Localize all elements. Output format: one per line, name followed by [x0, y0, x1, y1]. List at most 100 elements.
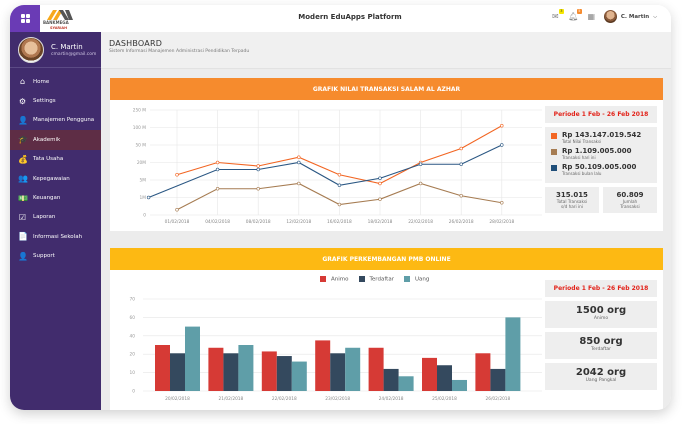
checklist-icon: ☑: [18, 212, 27, 222]
legend-item: Rp 50.109.005.000 Transaksi bulan lalu: [551, 163, 651, 176]
x-tick-label: 08/02/2018: [246, 219, 271, 225]
sidebar-item-settings[interactable]: ⚙ Settings: [10, 91, 101, 110]
stat-label: s/d hari ini: [561, 204, 583, 209]
legend-label: Transaksi bulan lalu: [562, 171, 602, 176]
sidebar-item-laporan[interactable]: ☑ Laporan: [10, 208, 101, 227]
calendar-icon[interactable]: ▦: [587, 12, 596, 21]
bar-terdaftar: [437, 365, 452, 391]
profile-name: C. Martin: [51, 42, 83, 51]
x-tick-label: 24/02/2018: [379, 396, 404, 402]
data-point: [146, 195, 151, 200]
user-menu[interactable]: C. Martin ⌵: [603, 10, 657, 23]
sidebar-item-keuangan[interactable]: 💵 Keuangan: [10, 188, 101, 207]
legend-item: Rp 1.109.005.000 Transaksi hari ini: [551, 147, 651, 160]
sidebar-menu: ⌂ Home ⚙ Settings 👤 Manajemen Pengguna 🎓 Akadem…: [10, 72, 101, 266]
avatar: [603, 10, 617, 23]
sidebar: C. Martin cmartin@gmail.com ⌂ Home ⚙ Settin…: [10, 32, 101, 410]
bank-logo: [47, 10, 73, 20]
bar-terdaftar: [490, 368, 506, 391]
x-tick-label: 21/02/2018: [219, 396, 244, 402]
x-tick-label: 20/02/2018: [165, 396, 190, 402]
bar-terdaftar: [383, 368, 399, 391]
x-tick-label: 18/02/2018: [368, 219, 393, 225]
notification-badge: 5: [576, 9, 582, 14]
legend-label: Animo: [331, 276, 349, 283]
sidebar-item-label: Manajemen Pengguna: [33, 117, 95, 124]
bar-terdaftar: [276, 356, 292, 391]
mail-icon[interactable]: ✉ 3: [551, 9, 564, 21]
legend-item-terdaftar[interactable]: Terdaftar: [358, 276, 394, 283]
logo-text: BANKMEGA: [43, 20, 69, 25]
user-management-icon: 👤: [18, 115, 28, 125]
bar-animo: [422, 357, 437, 391]
legend-item-animo[interactable]: Animo: [320, 276, 349, 283]
data-point: [337, 202, 342, 207]
x-tick-label: 12/02/2018: [286, 219, 311, 225]
gear-icon: ⚙: [18, 96, 27, 106]
y-tick-label: 40: [130, 333, 136, 339]
legend-value: Rp 50.109.005.000: [562, 163, 637, 171]
bar-animo: [155, 345, 170, 391]
sidebar-item-akademik[interactable]: 🎓 Akademik: [10, 130, 101, 150]
mail-badge: 3: [558, 9, 564, 14]
grid-icon: [20, 14, 30, 23]
sidebar-item-manajemen-pengguna[interactable]: 👤 Manajemen Pengguna: [10, 111, 101, 130]
legend-label: Total Nilai Transaksi: [562, 139, 602, 144]
page-title: DASHBOARD: [109, 39, 163, 48]
panel-title: GRAFIK NILAI TRANSAKSI SALAM AL AZHAR: [110, 78, 663, 100]
bar-animo: [368, 347, 384, 391]
page-header: DASHBOARD Sistem Informasi Manajemen Adm…: [101, 32, 671, 69]
sidebar-item-tata-usaha[interactable]: 💰 Tata Usaha: [10, 150, 101, 169]
stat-value: 2042 org: [575, 367, 627, 378]
apps-menu-button[interactable]: [10, 5, 40, 32]
data-point: [337, 173, 342, 177]
data-point: [175, 208, 179, 212]
bar-terdaftar: [330, 353, 346, 391]
legend-color-swatch: [358, 276, 365, 282]
sidebar-item-label: Tata Usaha: [33, 156, 64, 163]
sidebar-item-home[interactable]: ⌂ Home: [10, 72, 101, 91]
support-agent-icon: 👤: [18, 251, 28, 261]
animo-stat: 1500 org Animo: [545, 301, 657, 328]
top-bar: BANKMEGA SYARIAH Modern EduApps Platform…: [10, 5, 671, 32]
graduation-cap-icon: 🎓: [18, 135, 28, 145]
legend-label: Uang: [414, 276, 430, 283]
x-tick-label: 28/02/2018: [489, 219, 514, 225]
transaction-chart-panel: GRAFIK NILAI TRANSAKSI SALAM AL AZHAR 0 1…: [110, 78, 663, 231]
period-label: Periode 1 Feb - 26 Feb 2018: [545, 106, 657, 123]
bar-chart: 0 10 20 40 60 70 20/02/2018 21/02/2018 22/02/201…: [130, 297, 542, 402]
x-tick-label: 22/02/2018: [272, 396, 297, 402]
page-subtitle: Sistem Informasi Manajemen Administrasi …: [109, 49, 250, 54]
sidebar-item-support[interactable]: 👤 Support: [10, 247, 101, 266]
legend-color-swatch: [403, 276, 410, 282]
data-point: [459, 146, 463, 151]
x-tick-label: 26/02/2018: [449, 219, 474, 225]
legend-color-swatch: [551, 164, 557, 171]
y-tick-label: 250 M: [133, 108, 147, 114]
legend-item-uang[interactable]: Uang: [403, 276, 430, 283]
data-point: [378, 176, 382, 180]
bar-uang: [238, 345, 254, 391]
bar-animo: [475, 353, 491, 391]
sidebar-item-label: Keuangan: [33, 195, 61, 202]
bell-icon[interactable]: 🔔︎ 5: [568, 9, 582, 21]
transaction-counts: 315.015 Total Transaksi s/d hari ini 60.80…: [545, 187, 657, 213]
user-name: C. Martin: [620, 13, 650, 20]
sidebar-item-kepegawaian[interactable]: 👥 Kepegawaian: [10, 169, 101, 188]
data-point: [500, 124, 504, 128]
stat-value: 1500 org: [575, 305, 627, 316]
y-tick-label: 100 M: [133, 125, 147, 131]
data-point: [215, 167, 220, 172]
bar-chart-legend: Animo Terdaftar Uang: [320, 276, 429, 283]
app-title: Modern EduApps Platform: [298, 13, 402, 21]
sidebar-item-informasi-sekolah[interactable]: 📄 Informasi Sekolah: [10, 227, 101, 246]
data-point: [256, 167, 260, 172]
document-icon: 📄: [18, 232, 28, 242]
bar-animo: [208, 347, 224, 391]
y-tick-label: 0: [143, 213, 146, 219]
data-point: [459, 162, 463, 166]
legend-item: Rp 143.147.019.542 Total Nilai Transaksi: [551, 131, 651, 144]
legend-label: Terdaftar: [369, 276, 394, 283]
legend-value: Rp 1.109.005.000: [562, 147, 632, 155]
data-point: [297, 155, 301, 159]
